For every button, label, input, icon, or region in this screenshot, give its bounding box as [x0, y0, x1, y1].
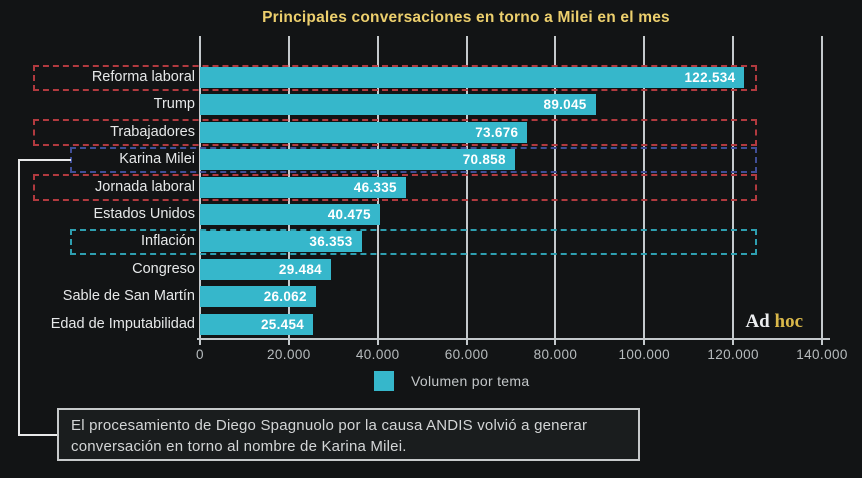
tick-mark — [287, 338, 290, 345]
highlight-box-karina-milei — [70, 146, 757, 174]
bar-row: Karina Milei 70.858 — [0, 146, 862, 174]
bar: 89.045 — [200, 94, 596, 116]
gridline — [465, 36, 468, 338]
legend-swatch-icon — [374, 371, 394, 391]
bar-row: Sable de San Martín 26.062 — [0, 283, 862, 311]
annotation-caption: El procesamiento de Diego Spagnuolo por … — [57, 408, 640, 461]
highlight-box-jornada-laboral — [33, 174, 757, 201]
x-tick-label: 120.000 — [707, 347, 759, 362]
tick-mark — [643, 338, 646, 345]
tick-mark — [376, 338, 379, 345]
bar: 25.454 — [200, 313, 314, 335]
adhoc-logo-ad: Ad — [745, 311, 770, 332]
highlight-box-trabajadores — [33, 119, 757, 146]
gridline — [643, 36, 646, 338]
category-label: Edad de Imputabilidad — [50, 315, 195, 332]
tick-mark — [732, 338, 735, 345]
bar: 46.335 — [200, 176, 406, 198]
bar: 40.475 — [200, 204, 380, 225]
gridline — [554, 36, 557, 338]
bar-row: Trabajadores 73.676 — [0, 119, 862, 147]
bar-row: Edad de Imputabilidad 25.454 — [0, 311, 862, 339]
annotation-caption-text: El procesamiento de Diego Spagnuolo por … — [71, 417, 588, 455]
x-tick-label: 80.000 — [533, 347, 578, 362]
category-label: Karina Milei — [119, 151, 195, 168]
bar-value-label: 36.353 — [309, 234, 353, 250]
bar-row: Estados Unidos 40.475 — [0, 201, 862, 229]
highlight-box-inflaci-n — [70, 228, 757, 256]
tick-mark — [821, 338, 823, 345]
category-label: Trabajadores — [110, 123, 195, 140]
gridline — [821, 36, 823, 338]
category-label: Estados Unidos — [93, 206, 195, 222]
bar: 73.676 — [200, 121, 528, 143]
bar-value-label: 89.045 — [543, 97, 587, 113]
x-tick-label: 20.000 — [266, 347, 311, 362]
x-axis-line — [197, 338, 830, 340]
bar-value-label: 73.676 — [475, 124, 519, 140]
adhoc-logo-hoc: hoc — [774, 311, 804, 332]
category-label: Congreso — [132, 260, 195, 277]
annotation-connector-line — [18, 159, 20, 436]
x-tick-label: 60.000 — [444, 347, 489, 362]
tick-mark — [554, 338, 557, 345]
bar-value-label: 29.484 — [278, 261, 322, 277]
x-tick-label: 100.000 — [618, 347, 671, 362]
bar-value-label: 70.858 — [462, 152, 506, 168]
adhoc-logo: Ad hoc — [735, 311, 803, 333]
bar: 29.484 — [200, 258, 331, 280]
x-tick-label: 0 — [196, 347, 204, 362]
highlight-box-reforma-laboral — [33, 64, 757, 91]
legend: Volumen por tema — [374, 371, 529, 391]
category-label: Sable de San Martín — [62, 288, 195, 305]
bar-value-label: 122.534 — [684, 70, 736, 85]
bar-row: Congreso 29.484 — [0, 256, 862, 284]
bar: 70.858 — [200, 149, 515, 171]
category-label: Reforma laboral — [91, 69, 195, 85]
bar-value-label: 40.475 — [327, 207, 371, 222]
tick-mark — [199, 338, 201, 345]
bar-value-label: 26.062 — [263, 289, 307, 305]
bar-row: Jornada laboral 46.335 — [0, 174, 862, 202]
bar-row: Trump 89.045 — [0, 91, 862, 119]
bar: 36.353 — [200, 231, 362, 253]
gridline — [732, 36, 735, 338]
x-tick-label: 40.000 — [355, 347, 400, 362]
annotation-connector-line — [18, 434, 58, 436]
tick-mark — [465, 338, 468, 345]
chart-title: Principales conversaciones en torno a Mi… — [262, 9, 670, 26]
annotation-connector-line — [18, 159, 71, 161]
x-tick-label: 140.000 — [796, 347, 848, 362]
bar-value-label: 46.335 — [353, 179, 397, 195]
category-label: Jornada laboral — [95, 178, 195, 195]
bar-row: Reforma laboral 122.534 — [0, 64, 862, 92]
category-label: Trump — [153, 96, 195, 113]
category-label: Inflación — [140, 233, 195, 250]
bar-row: Inflación 36.353 — [0, 228, 862, 256]
bar: 122.534 — [200, 67, 745, 88]
bar-value-label: 25.454 — [260, 316, 305, 332]
bar: 26.062 — [200, 286, 316, 308]
legend-label: Volumen por tema — [411, 373, 530, 389]
